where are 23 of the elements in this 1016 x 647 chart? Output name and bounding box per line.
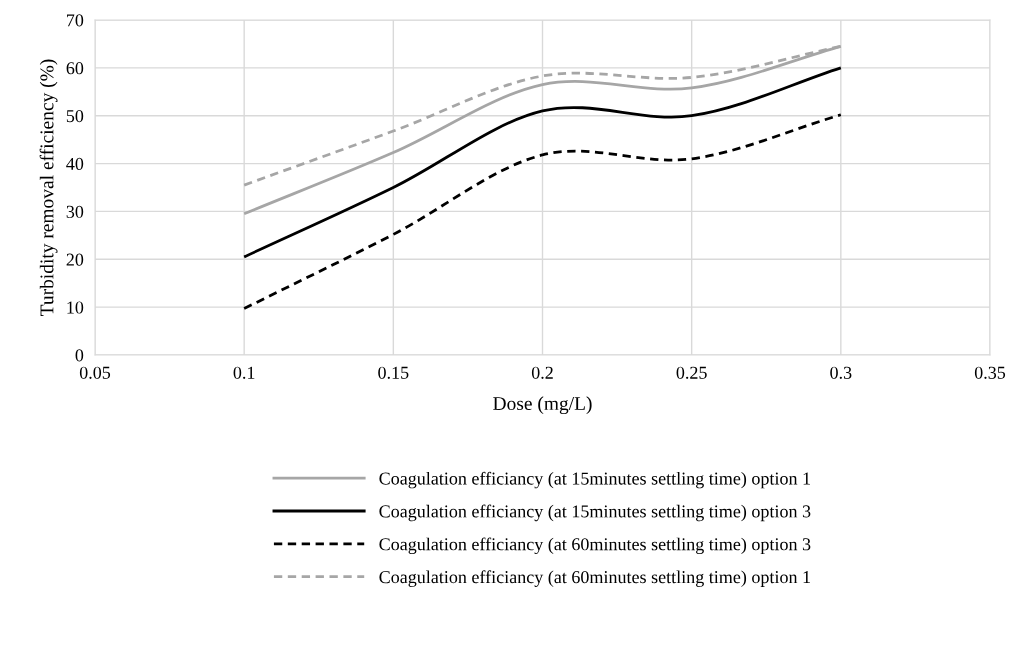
y-tick-label: 20 bbox=[66, 253, 84, 266]
y-tick-label: 40 bbox=[66, 157, 84, 171]
x-tick-label: 0.05 bbox=[79, 366, 111, 379]
y-tick-label: 50 bbox=[66, 109, 84, 123]
x-tick-label: 0.15 bbox=[378, 366, 409, 379]
y-axis-title: Turbidity removal efficiency (%) bbox=[39, 59, 58, 316]
y-tick-label: 10 bbox=[67, 301, 84, 314]
legend-label: Coagulation efficiancy (at 60minutes settling time) option 3 bbox=[379, 537, 811, 555]
y-tick-label: 60 bbox=[66, 62, 84, 75]
x-tick-label: 0.25 bbox=[676, 366, 707, 379]
line-series bbox=[242, 66, 843, 259]
legend-label: Coagulation efficiancy (at 15minutes settling time) option 1 bbox=[379, 471, 810, 489]
x-tick-label: 0.2 bbox=[531, 366, 553, 379]
legend-label: Coagulation efficiancy (at 15minutes settling time) option 3 bbox=[379, 504, 811, 522]
x-axis-title: Dose (mg/L) bbox=[493, 396, 592, 415]
x-tick-label: 0.3 bbox=[830, 366, 852, 379]
y-tick-label: 70 bbox=[67, 14, 84, 27]
x-tick-label: 0.1 bbox=[233, 366, 255, 379]
legend-label: Coagulation efficiancy (at 60minutes settling time) option 1 bbox=[379, 570, 810, 587]
y-tick-label: 30 bbox=[66, 205, 84, 218]
line-series bbox=[242, 113, 843, 310]
y-tick-label: 0 bbox=[75, 349, 84, 362]
x-tick-label: 0.35 bbox=[974, 366, 1006, 379]
